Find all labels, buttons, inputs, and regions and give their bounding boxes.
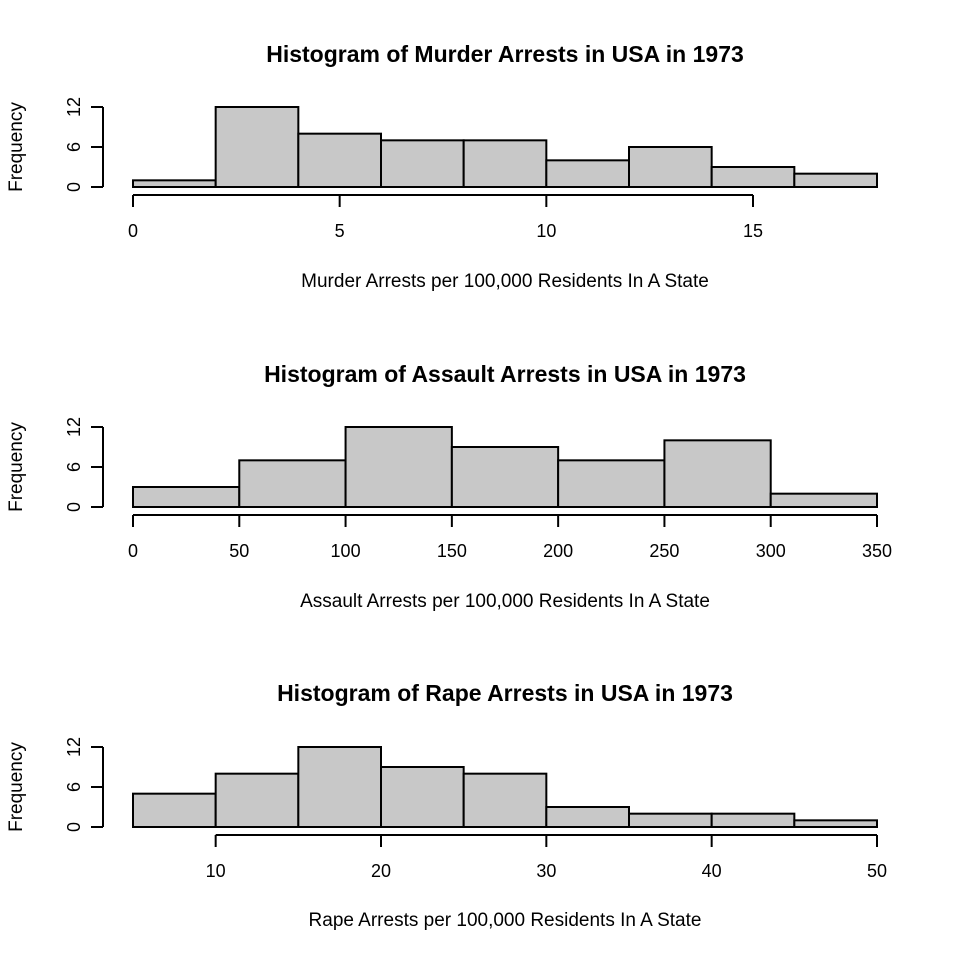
histogram-bar [628, 146, 713, 188]
histogram-bar [793, 819, 878, 828]
histogram-bar [132, 486, 241, 508]
x-axis-label: Murder Arrests per 100,000 Residents In … [301, 271, 709, 292]
histogram-bar [132, 792, 217, 829]
y-tick-label: 6 [64, 142, 84, 152]
x-tick-label: 250 [649, 541, 679, 561]
x-tick-label: 350 [862, 541, 892, 561]
y-tick-label: 0 [64, 182, 84, 192]
x-tick-label: 50 [867, 861, 887, 881]
histogram-bar [462, 139, 548, 188]
x-tick-label: 0 [128, 541, 138, 561]
histogram-bar [380, 139, 465, 188]
x-axis-label: Rape Arrests per 100,000 Residents In A … [309, 910, 702, 931]
histogram-bar [344, 426, 453, 508]
y-tick-label: 6 [64, 782, 84, 792]
histogram-bar [769, 492, 879, 508]
histogram-bar [297, 132, 383, 189]
chart-title: Histogram of Murder Arrests in USA in 19… [266, 41, 744, 67]
x-tick-label: 150 [437, 541, 467, 561]
histogram-bar [793, 172, 878, 189]
y-tick-label: 6 [64, 462, 84, 472]
x-tick-label: 200 [543, 541, 573, 561]
histogram-bar [663, 439, 772, 509]
y-axis-label: Frequency [6, 742, 27, 832]
x-tick-label: 40 [702, 861, 722, 881]
histogram-panel-1: Histogram of Murder Arrests in USA in 19… [6, 41, 878, 292]
y-tick-label: 12 [64, 417, 84, 437]
x-tick-label: 5 [335, 221, 345, 241]
histogram-panel-3: Histogram of Rape Arrests in USA in 1973… [6, 680, 887, 931]
y-tick-label: 12 [64, 737, 84, 757]
y-tick-label: 0 [64, 822, 84, 832]
histogram-bar [557, 459, 666, 509]
y-axis-label: Frequency [6, 422, 27, 512]
y-tick-label: 12 [64, 97, 84, 117]
histogram-bar [214, 106, 300, 188]
x-tick-label: 100 [331, 541, 361, 561]
y-axis-label: Frequency [6, 102, 27, 192]
histogram-bar [710, 166, 796, 188]
x-tick-label: 15 [743, 221, 763, 241]
histogram-bar [628, 812, 713, 829]
x-tick-label: 30 [536, 861, 556, 881]
x-tick-label: 300 [756, 541, 786, 561]
histogram-bar [214, 772, 300, 829]
x-axis-label: Assault Arrests per 100,000 Residents In… [300, 591, 710, 612]
x-tick-label: 10 [206, 861, 226, 881]
y-tick-label: 0 [64, 502, 84, 512]
histogram-bar [545, 806, 630, 828]
histogram-bar [297, 746, 383, 828]
chart-title: Histogram of Assault Arrests in USA in 1… [264, 361, 746, 387]
x-tick-label: 10 [536, 221, 556, 241]
histogram-panel-2: Histogram of Assault Arrests in USA in 1… [6, 361, 892, 612]
histogram-bar [545, 159, 630, 188]
chart-title: Histogram of Rape Arrests in USA in 1973 [277, 680, 733, 706]
histogram-bar [450, 446, 560, 508]
histogram-bar [380, 766, 465, 828]
x-tick-label: 20 [371, 861, 391, 881]
histogram-bar [238, 459, 347, 509]
histogram-bar [462, 772, 548, 829]
histogram-bar [132, 179, 217, 188]
x-tick-label: 0 [128, 221, 138, 241]
histogram-bar [710, 812, 796, 829]
x-tick-label: 50 [229, 541, 249, 561]
